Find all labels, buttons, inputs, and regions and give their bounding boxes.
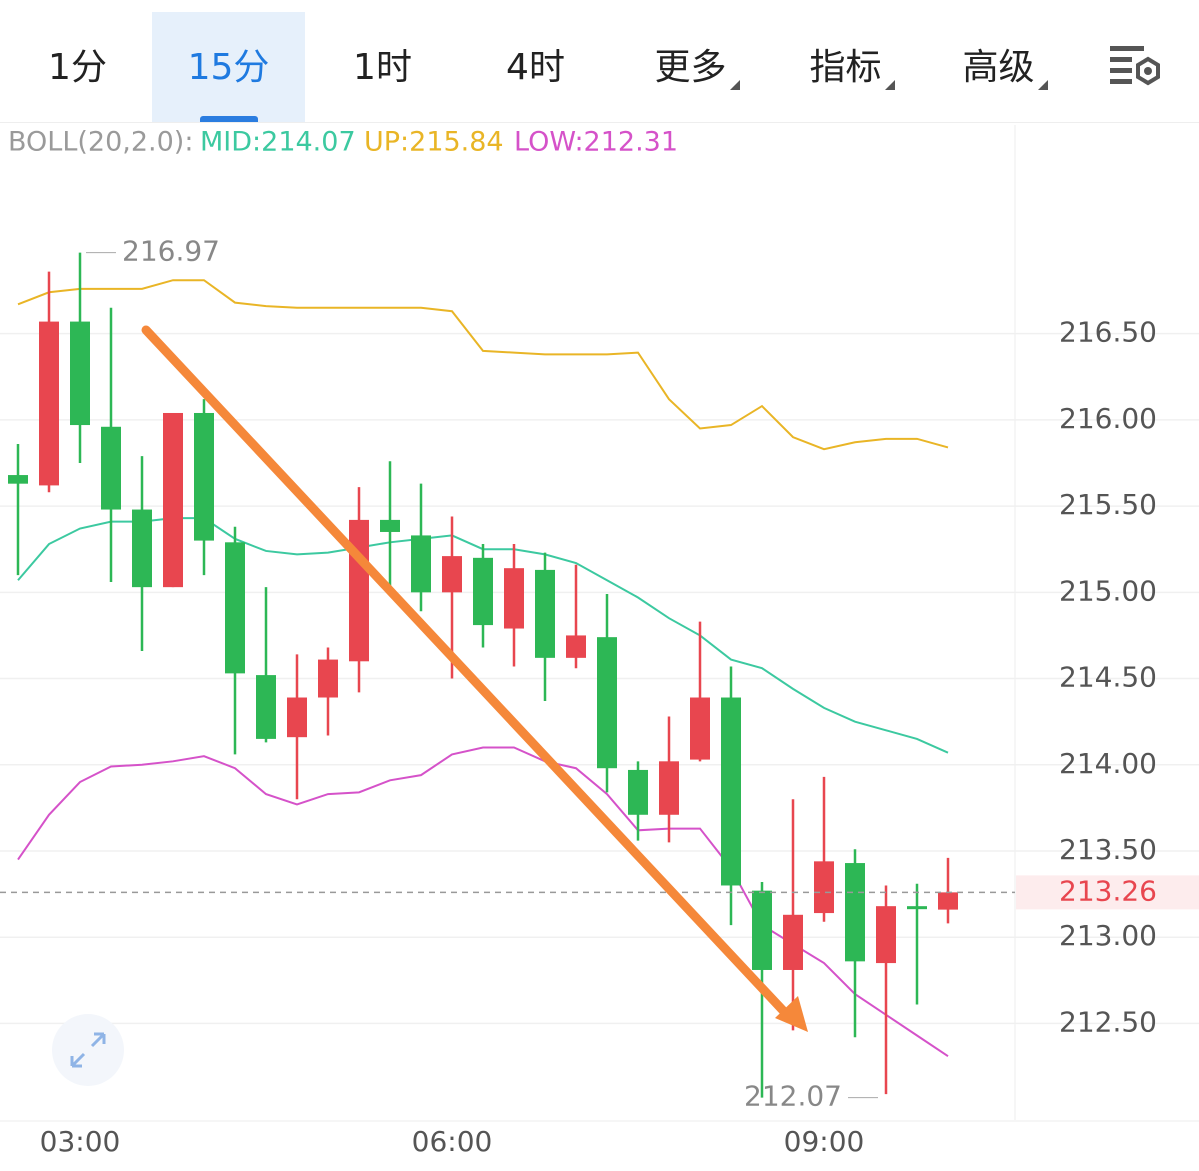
candle-body [597, 637, 617, 769]
trend-arrow [141, 325, 808, 1032]
y-tick-label: 216.50 [1059, 316, 1157, 349]
tab-bar: 1分 15分 1时 4时 更多 指标 高级 [0, 0, 1199, 123]
band-line [17, 279, 949, 451]
candle-body [504, 568, 524, 629]
candle-body [938, 892, 958, 910]
x-tick-label: 06:00 [412, 1125, 493, 1158]
tab[interactable]: 4时 [506, 47, 565, 88]
indicator-mid: MID:214.07 [200, 127, 356, 158]
candle-body [659, 761, 679, 815]
dropdown-indicator [1038, 80, 1048, 90]
candle-body [287, 697, 307, 738]
settings-icon[interactable] [1106, 40, 1166, 100]
indicator-up: UP:215.84 [364, 127, 504, 158]
tab[interactable]: 15分 [152, 12, 305, 122]
candle-body [907, 906, 927, 910]
candle-body [876, 906, 896, 964]
tab[interactable]: 高级 [962, 47, 1035, 88]
candle-body [814, 861, 834, 914]
high-label: 216.97 [122, 235, 220, 268]
candle-body [70, 321, 90, 426]
x-tick-label: 03:00 [40, 1125, 121, 1158]
last-price-label: 213.26 [1059, 874, 1157, 907]
last-price-bg [1016, 875, 1199, 910]
tab[interactable]: 指标 [809, 47, 882, 88]
candle-body [845, 863, 865, 962]
candle-body [194, 412, 214, 541]
y-tick-label: 212.50 [1059, 1005, 1157, 1038]
indicator-low: LOW:212.31 [514, 127, 678, 158]
candle-body [8, 475, 28, 484]
x-tick-label: 09:00 [784, 1125, 865, 1158]
y-tick-label: 215.50 [1059, 488, 1157, 521]
indicator-name: BOLL(20,2.0): [8, 127, 193, 158]
low-label: 212.07 [744, 1080, 842, 1113]
candle-body [752, 890, 772, 970]
candle-body [535, 569, 555, 658]
candle-body [721, 697, 741, 886]
y-tick-label: 214.00 [1059, 747, 1157, 780]
candle-body [163, 412, 183, 588]
candle-body [225, 542, 245, 674]
y-tick-label: 216.00 [1059, 402, 1157, 435]
candle-body [566, 635, 586, 658]
candle-body [101, 426, 121, 510]
candle-body [318, 659, 338, 698]
dropdown-indicator [730, 80, 740, 90]
tab[interactable]: 1分 [48, 47, 107, 88]
tab[interactable]: 更多 [654, 47, 727, 88]
y-tick-label: 213.00 [1059, 919, 1157, 952]
y-tick-label: 213.50 [1059, 833, 1157, 866]
candle-body [349, 519, 369, 662]
dropdown-indicator [885, 80, 895, 90]
candle-body [411, 535, 431, 593]
candle-body [132, 509, 152, 588]
candle-body [628, 769, 648, 815]
tab[interactable]: 1时 [353, 47, 412, 88]
y-tick-label: 215.00 [1059, 574, 1157, 607]
candle-body [690, 697, 710, 760]
y-tick-label: 214.50 [1059, 661, 1157, 694]
candle-body [380, 519, 400, 532]
candle-body [473, 557, 493, 626]
expand-button[interactable] [52, 1014, 124, 1086]
candle-body [783, 914, 803, 970]
candle-body [442, 556, 462, 593]
candle-body [39, 321, 59, 486]
candle-body [256, 675, 276, 739]
